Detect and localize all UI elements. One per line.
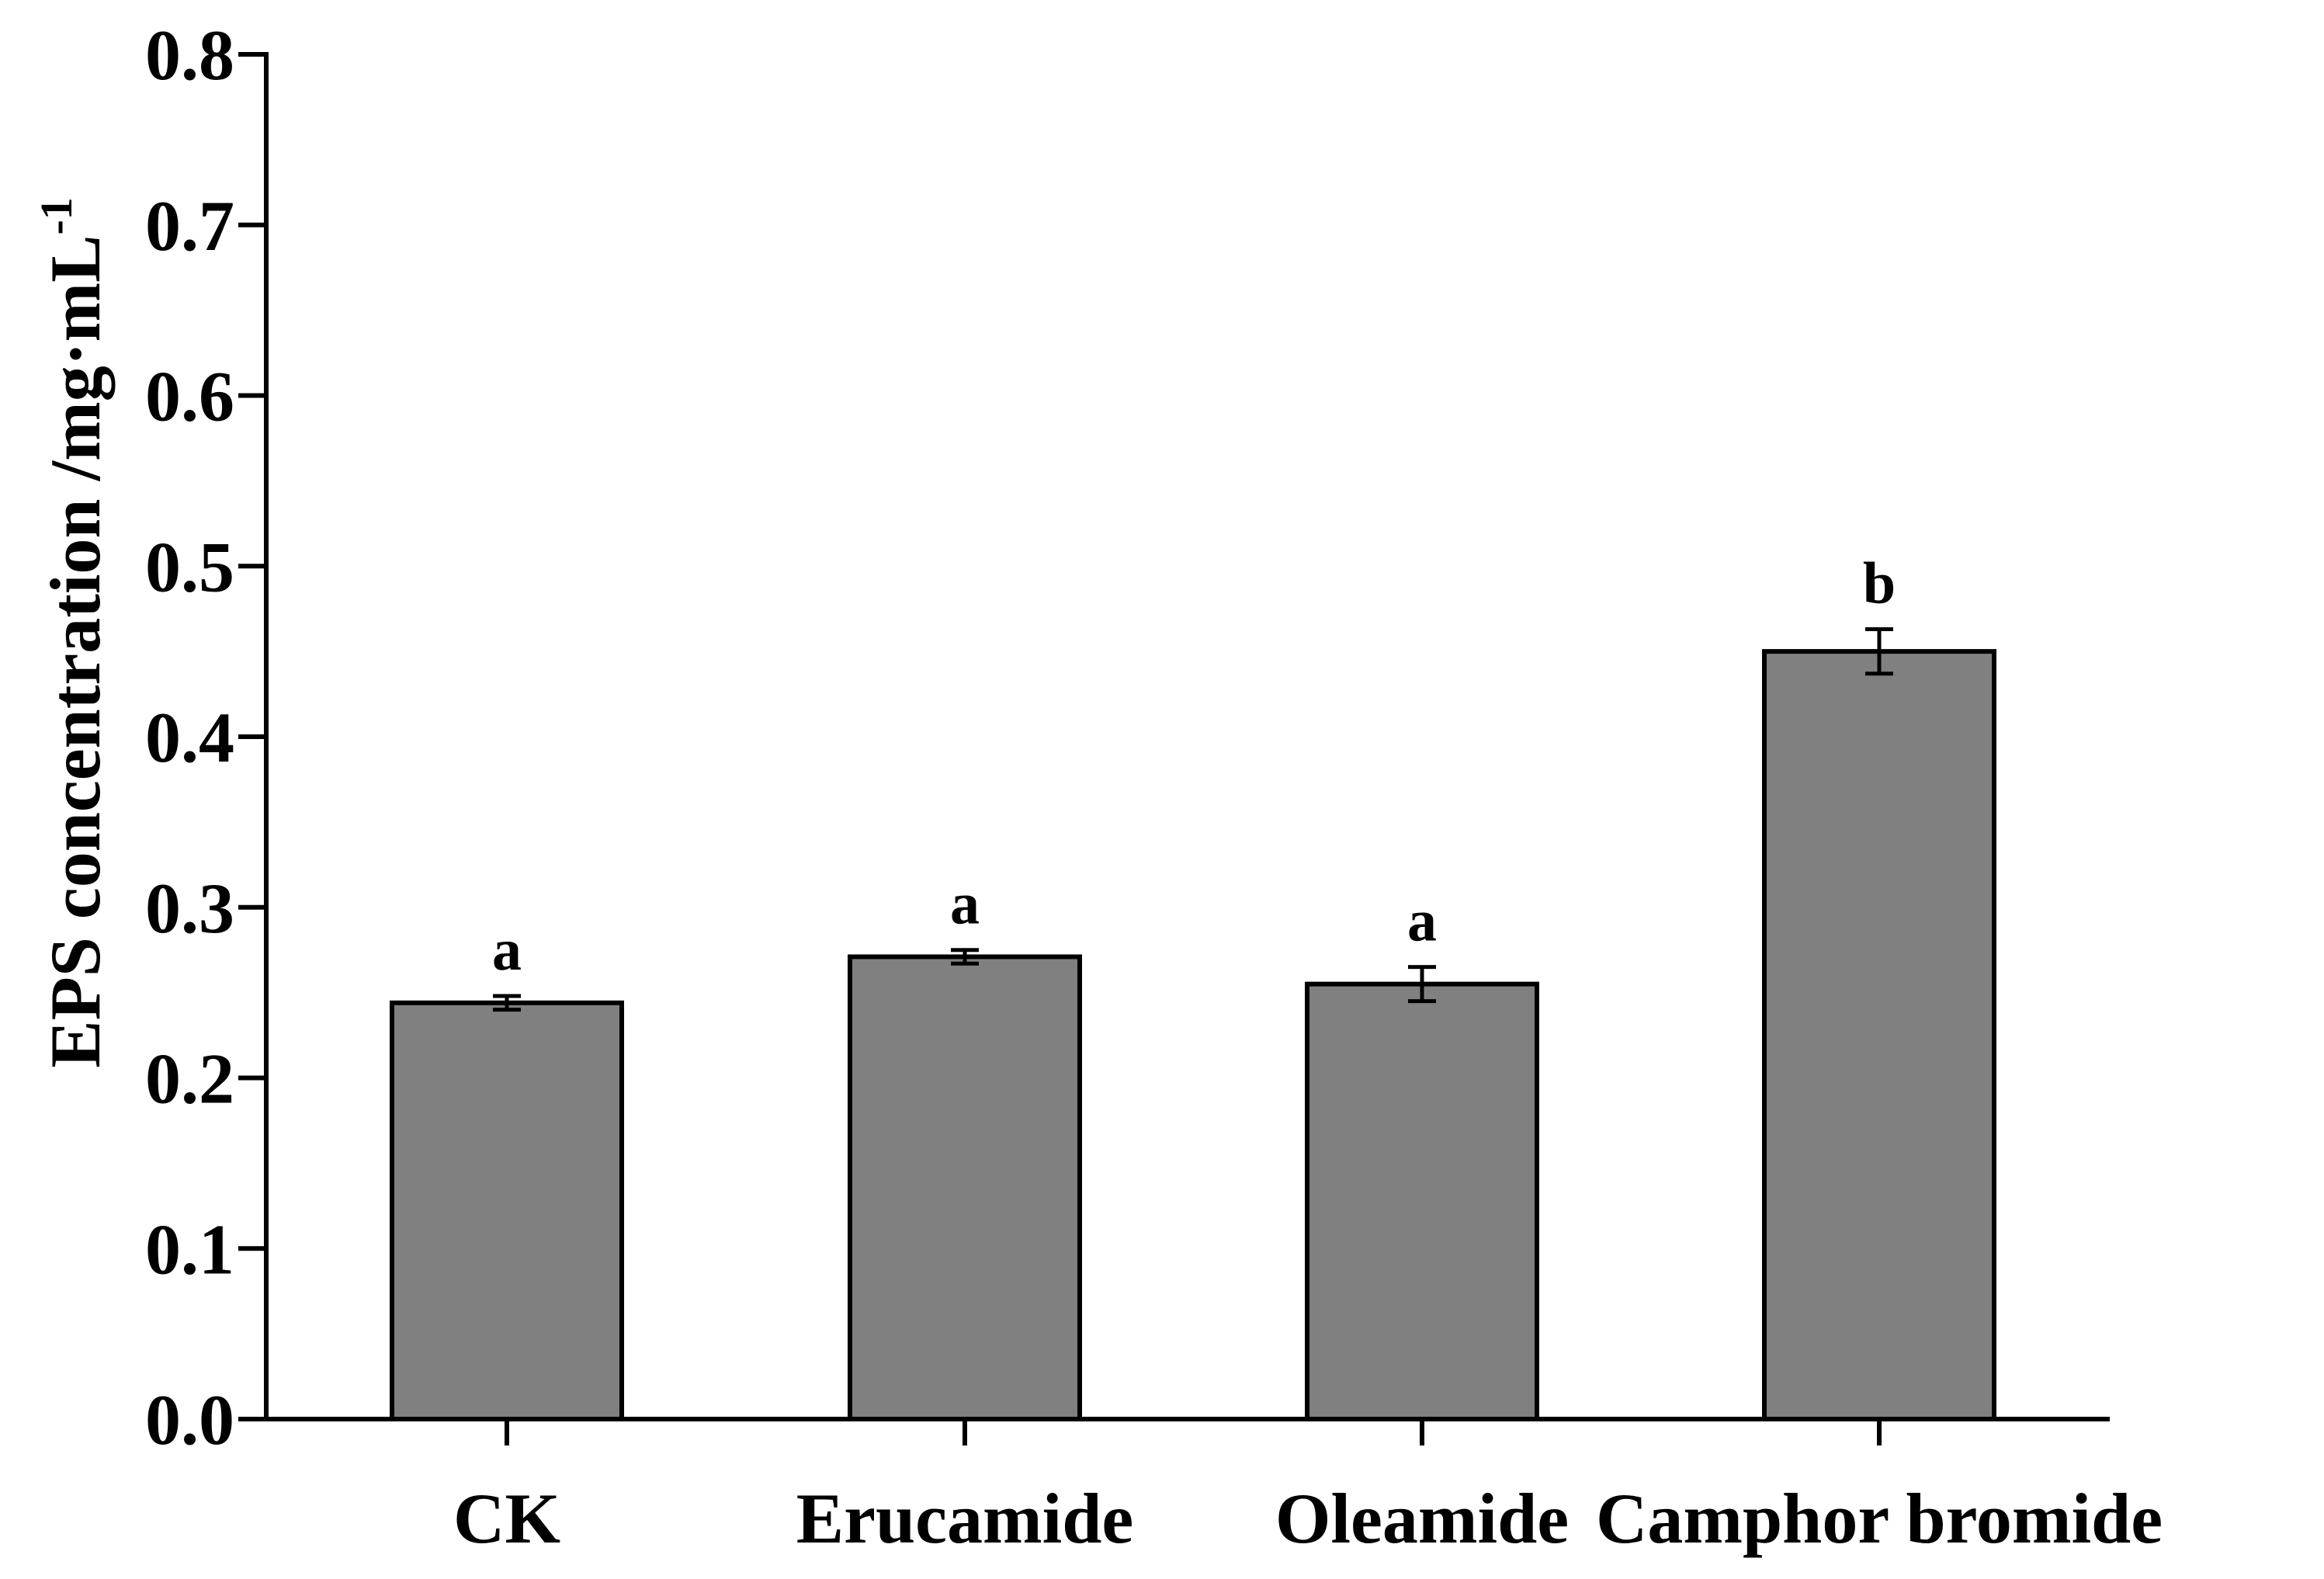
y-tick-label-3: 0.3 bbox=[145, 869, 234, 948]
y-tick-label-0: 0.0 bbox=[145, 1380, 234, 1459]
y-tick-label-7: 0.7 bbox=[145, 186, 234, 265]
x-tick-label-1: Erucamide bbox=[796, 1479, 1133, 1558]
y-tick-label-4: 0.4 bbox=[145, 698, 234, 777]
significance-label-0: a bbox=[492, 918, 522, 983]
y-tick-label-8: 0.8 bbox=[145, 16, 234, 95]
y-tick-label-2: 0.2 bbox=[145, 1039, 234, 1119]
y-tick-label-5: 0.5 bbox=[145, 527, 234, 606]
significance-label-2: a bbox=[1407, 889, 1437, 954]
bar-1 bbox=[848, 954, 1082, 1422]
y-axis-title-text: EPS concentration /mg·mL bbox=[36, 235, 115, 1068]
bar-3 bbox=[1762, 649, 1996, 1421]
significance-label-1: a bbox=[950, 872, 980, 937]
significance-label-3: b bbox=[1863, 551, 1896, 616]
x-tick-label-3: Camphor bromide bbox=[1596, 1479, 2163, 1558]
x-tick-label-2: Oleamide bbox=[1275, 1479, 1569, 1558]
bar-0 bbox=[390, 1000, 624, 1422]
plot-area: a CK a Erucamide a Oleamide b Camphor bromide 0.… bbox=[145, 16, 2163, 1558]
x-tick-label-0: CK bbox=[453, 1479, 560, 1558]
bar-2 bbox=[1305, 981, 1539, 1421]
y-axis-title: EPS concentration /mg·mL-1 bbox=[31, 197, 115, 1068]
y-axis-title-superscript: -1 bbox=[31, 197, 82, 234]
y-tick-label-1: 0.1 bbox=[145, 1209, 234, 1289]
y-tick-label-6: 0.6 bbox=[145, 357, 234, 436]
